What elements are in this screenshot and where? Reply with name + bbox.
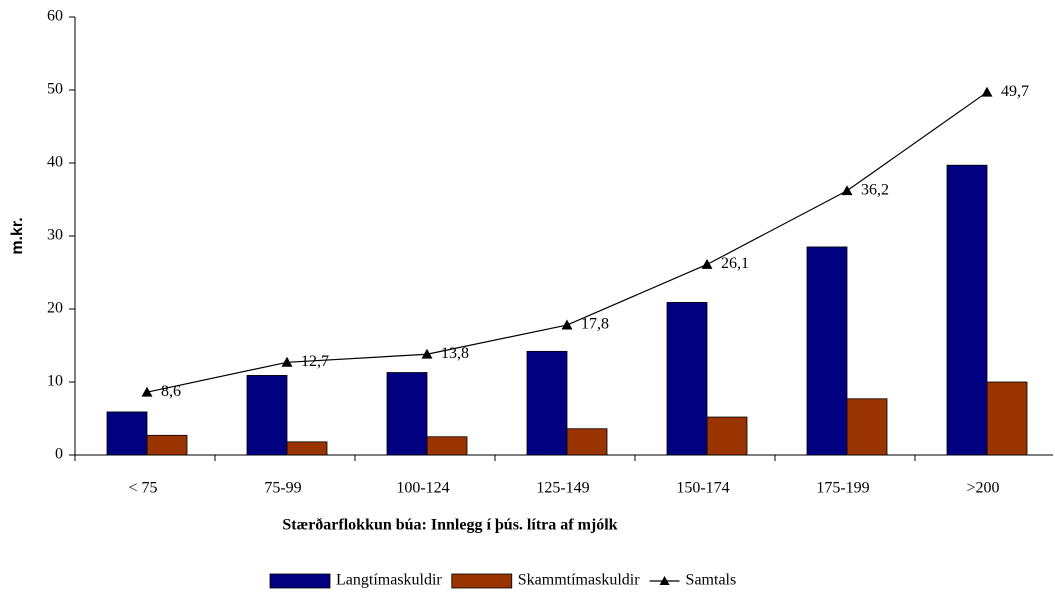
line bbox=[146, 91, 988, 393]
x-tick-label: 125-149 bbox=[536, 480, 589, 497]
legend-label: Samtals bbox=[686, 572, 737, 589]
x-tick-label: 100-124 bbox=[396, 480, 449, 497]
marker bbox=[561, 319, 573, 330]
x-tick-label: < 75 bbox=[128, 480, 157, 497]
bar bbox=[846, 398, 888, 456]
bar bbox=[666, 302, 708, 456]
data-label: 8,6 bbox=[161, 383, 181, 400]
marker bbox=[981, 86, 993, 97]
legend-swatch bbox=[269, 573, 331, 589]
data-label: 36,2 bbox=[861, 181, 889, 198]
data-label: 13,8 bbox=[441, 345, 469, 362]
y-axis-label: m.kr. bbox=[9, 217, 26, 254]
marker bbox=[421, 348, 433, 359]
legend-swatch bbox=[451, 573, 513, 589]
bar bbox=[986, 381, 1028, 456]
bar bbox=[426, 436, 468, 456]
marker bbox=[841, 185, 853, 196]
x-tick-label: 150-174 bbox=[676, 480, 729, 497]
marker bbox=[281, 356, 293, 367]
x-tick-label: 75-99 bbox=[264, 480, 301, 497]
y-tick-label: 20 bbox=[47, 300, 63, 317]
y-tick-label: 30 bbox=[47, 227, 63, 244]
y-tick-label: 50 bbox=[47, 81, 63, 98]
bar bbox=[146, 434, 188, 456]
y-tick-label: 10 bbox=[47, 373, 63, 390]
bar bbox=[386, 372, 428, 456]
data-label: 12,7 bbox=[301, 353, 329, 370]
data-label: 17,8 bbox=[581, 316, 609, 333]
legend-marker bbox=[659, 576, 670, 585]
legend-label: Skammtímaskuldir bbox=[518, 572, 640, 589]
bar bbox=[286, 441, 328, 456]
bar bbox=[946, 164, 988, 456]
marker bbox=[701, 258, 713, 269]
y-tick-label: 60 bbox=[47, 8, 63, 25]
y-tick-label: 40 bbox=[47, 154, 63, 171]
x-tick-label: >200 bbox=[966, 480, 999, 497]
bar bbox=[246, 375, 288, 456]
x-tick-label: 175-199 bbox=[816, 480, 869, 497]
x-axis-label: Stærðarflokkun búa: Innlegg í þús. lítra… bbox=[282, 517, 617, 534]
legend-label: Langtímaskuldir bbox=[336, 572, 442, 589]
y-tick-label: 0 bbox=[55, 446, 63, 463]
bar bbox=[806, 246, 848, 456]
bar bbox=[566, 428, 608, 456]
data-label: 26,1 bbox=[721, 255, 749, 272]
bar bbox=[106, 411, 148, 456]
bar bbox=[526, 350, 568, 456]
data-label: 49,7 bbox=[1001, 83, 1029, 100]
marker bbox=[141, 386, 153, 397]
bar bbox=[706, 416, 748, 456]
